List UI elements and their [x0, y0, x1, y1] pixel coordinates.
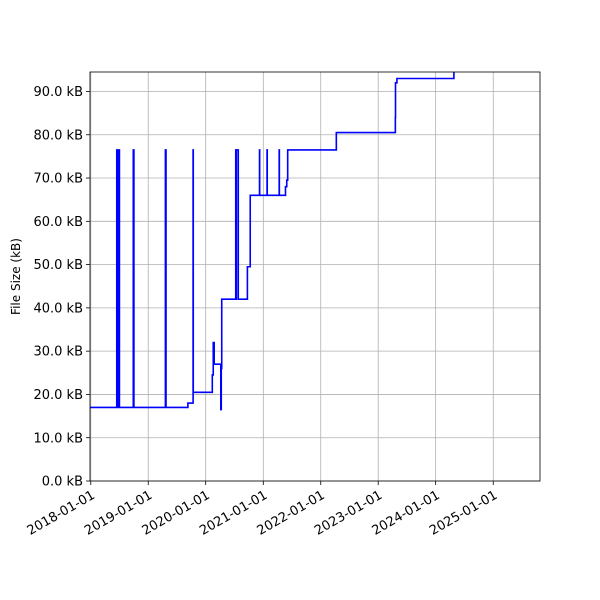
y-tick-label: 80.0 kB [33, 128, 83, 143]
y-tick-label: 0.0 kB [42, 475, 83, 490]
y-tick-label: 40.0 kB [33, 301, 83, 316]
y-axis-label: File Size (kB) [9, 238, 23, 315]
x-grid [90, 72, 494, 481]
y-tick-label: 10.0 kB [33, 431, 83, 446]
y-tick-label: 60.0 kB [33, 215, 83, 230]
y-axis: 0.0 kB 10.0 kB 20.0 kB 30.0 kB 40.0 kB 50.0 k… [33, 85, 90, 490]
y-tick-label: 70.0 kB [33, 172, 83, 187]
series-line-0 [90, 72, 455, 411]
y-tick-label: 90.0 kB [33, 85, 83, 100]
series-layer [90, 72, 455, 411]
y-tick-label: 30.0 kB [33, 345, 83, 360]
x-axis: 2018-01-012019-01-012020-01-012021-01-01… [25, 481, 500, 539]
plot-frame [89, 71, 541, 482]
y-tick-label: 20.0 kB [33, 388, 83, 403]
y-tick-label: 50.0 kB [33, 258, 83, 273]
